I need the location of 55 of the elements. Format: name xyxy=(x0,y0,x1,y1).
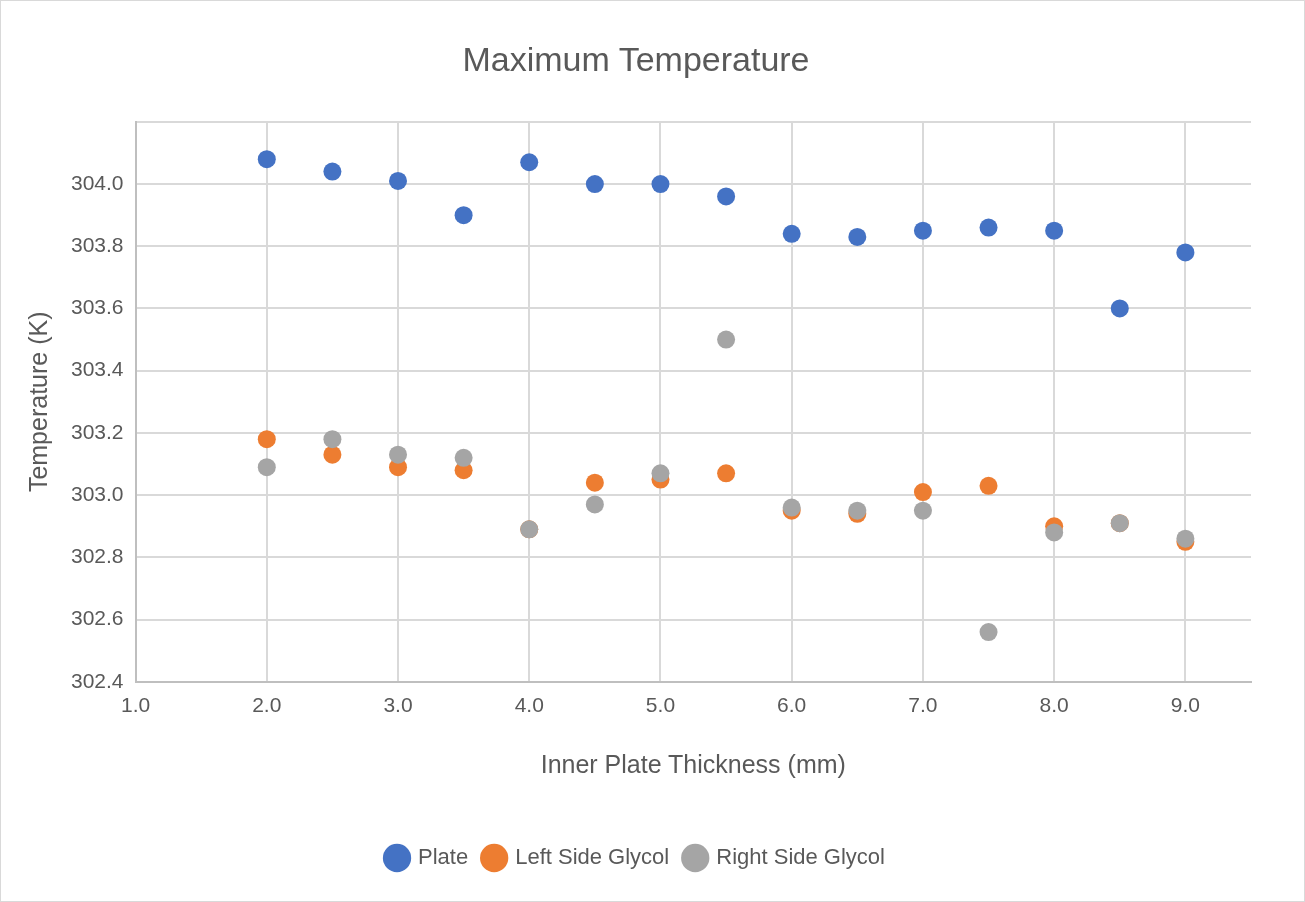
point xyxy=(979,623,998,642)
point xyxy=(651,464,670,483)
point xyxy=(454,448,473,467)
point xyxy=(717,330,736,349)
point xyxy=(520,153,539,172)
point xyxy=(717,464,736,483)
x-tick-label: 6.0 xyxy=(777,693,807,717)
legend-label: Left Side Glycol xyxy=(515,844,670,870)
point xyxy=(782,224,801,243)
point xyxy=(1176,243,1195,262)
x-tick-label: 3.0 xyxy=(383,693,413,717)
x-tick-label: 4.0 xyxy=(514,693,544,717)
x-tick-label: 1.0 xyxy=(120,693,151,717)
x-tick-label: 8.0 xyxy=(1039,693,1069,717)
point xyxy=(454,206,473,225)
chart-title: Maximum Temperature xyxy=(462,39,810,78)
point xyxy=(913,221,932,240)
point xyxy=(1110,299,1129,318)
point xyxy=(1045,523,1064,542)
point xyxy=(389,445,408,464)
y-tick-label: 303.8 xyxy=(70,233,124,257)
point xyxy=(323,162,342,181)
y-tick-label: 302.4 xyxy=(70,668,124,692)
point xyxy=(848,227,867,246)
y-tick-label: 303.2 xyxy=(70,419,124,443)
y-tick-label: 303.4 xyxy=(70,357,124,381)
point xyxy=(257,150,276,169)
y-tick-label: 303.6 xyxy=(70,295,124,319)
point xyxy=(323,430,342,449)
point xyxy=(913,501,932,520)
y-tick-label: 302.8 xyxy=(70,544,124,568)
point xyxy=(389,171,408,190)
y-tick-label: 302.6 xyxy=(70,606,124,630)
point xyxy=(717,187,736,206)
y-tick-label: 304.0 xyxy=(70,170,124,194)
point xyxy=(257,430,276,449)
legend-label: Right Side Glycol xyxy=(716,844,885,870)
point xyxy=(1045,221,1064,240)
x-tick-label: 2.0 xyxy=(252,693,282,717)
point xyxy=(651,175,670,194)
point xyxy=(585,473,604,492)
point xyxy=(979,218,998,237)
y-axis-title: Temperature (K) xyxy=(23,311,52,493)
point xyxy=(913,483,932,502)
point xyxy=(585,175,604,194)
point xyxy=(979,476,998,495)
y-tick-label: 303.0 xyxy=(70,481,124,505)
x-tick-label: 5.0 xyxy=(645,693,676,717)
x-tick-label: 7.0 xyxy=(908,693,938,717)
point xyxy=(257,458,276,477)
x-tick-label: 9.0 xyxy=(1170,693,1200,717)
legend-label: Plate xyxy=(418,844,469,870)
x-axis-title: Inner Plate Thickness (mm) xyxy=(540,749,846,778)
point xyxy=(585,495,604,514)
point xyxy=(323,445,342,464)
